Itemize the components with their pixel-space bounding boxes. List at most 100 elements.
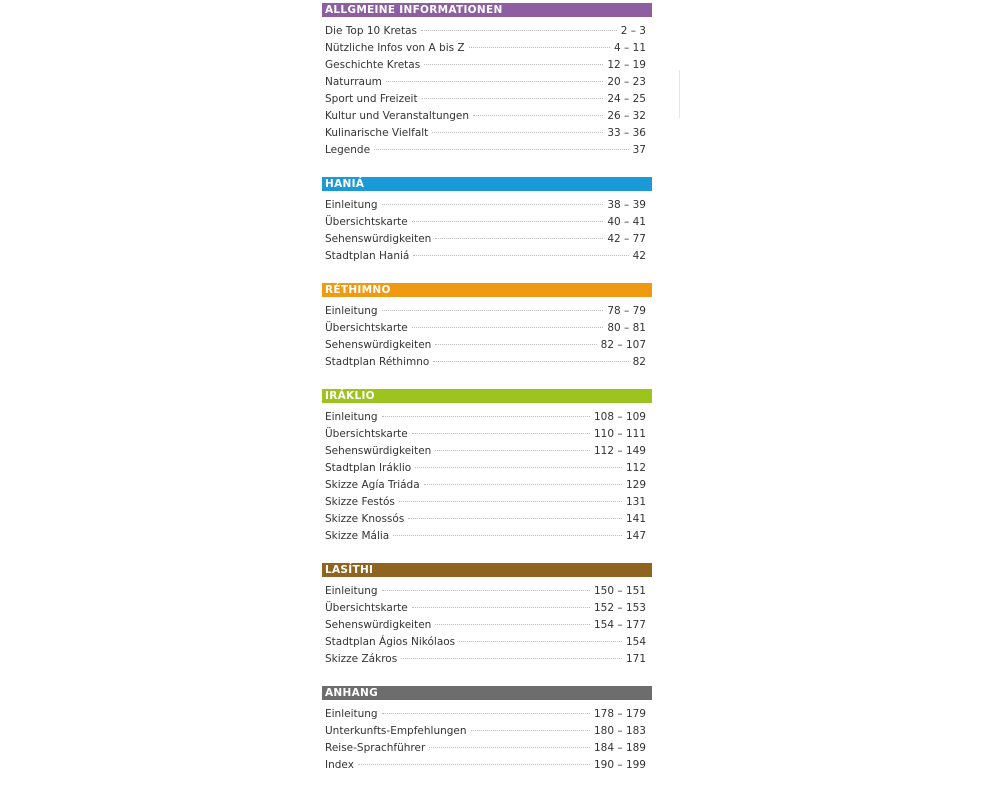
entry-pages: 80 – 81 — [607, 322, 646, 334]
entry-pages: 40 – 41 — [607, 216, 646, 228]
entry-title: Stadtplan Réthimno — [325, 356, 430, 368]
dot-leader — [398, 501, 622, 502]
toc-entry[interactable]: Stadtplan Haniá 42 — [322, 248, 652, 265]
entry-title: Sehenswürdigkeiten — [325, 339, 432, 351]
dot-leader — [429, 747, 590, 748]
toc-entry[interactable]: Skizze Zákros 171 — [322, 651, 652, 668]
section-header: ALLGMEINE INFORMATIONEN — [322, 3, 652, 17]
entry-title: Stadtplan Haniá — [325, 250, 410, 262]
entry-pages: 26 – 32 — [607, 110, 646, 122]
entry-pages: 112 – 149 — [593, 445, 646, 457]
toc-section: LASÍTHI Einleitung 150 – 151 Übersichtskart… — [322, 563, 652, 668]
dot-leader — [435, 450, 590, 451]
entry-pages: 154 — [625, 636, 646, 648]
toc-entry[interactable]: Reise-Sprachführer 184 – 189 — [322, 740, 652, 757]
dot-leader — [468, 47, 611, 48]
toc-entry[interactable]: Geschichte Kretas 12 – 19 — [322, 57, 652, 74]
entry-title: Nützliche Infos von A bis Z — [325, 42, 465, 54]
toc-section: RÉTHIMNO Einleitung 78 – 79 Übersichtskarte… — [322, 283, 652, 371]
entry-pages: 42 — [632, 250, 646, 262]
entry-title: Skizze Zákros — [325, 653, 398, 665]
entry-title: Skizze Agía Triáda — [325, 479, 420, 491]
entry-title: Geschichte Kretas — [325, 59, 421, 71]
toc-entry[interactable]: Sehenswürdigkeiten 112 – 149 — [322, 443, 652, 460]
entry-title: Einleitung — [325, 199, 378, 211]
toc-entry[interactable]: Sport und Freizeit 24 – 25 — [322, 91, 652, 108]
toc-entry[interactable]: Skizze Festós 131 — [322, 494, 652, 511]
entry-title: Übersichtskarte — [325, 428, 408, 440]
toc-entry[interactable]: Stadtplan Réthimno 82 — [322, 354, 652, 371]
toc-entry[interactable]: Unterkunfts-Empfehlungen 180 – 183 — [322, 723, 652, 740]
toc-entry[interactable]: Einleitung 78 – 79 — [322, 303, 652, 320]
toc-entry[interactable]: Nützliche Infos von A bis Z 4 – 11 — [322, 40, 652, 57]
dot-leader — [470, 730, 590, 731]
entry-title: Index — [325, 759, 354, 771]
toc-entry[interactable]: Stadtplan Ágios Nikólaos 154 — [322, 634, 652, 651]
entry-pages: 171 — [625, 653, 646, 665]
toc-entry[interactable]: Übersichtskarte 110 – 111 — [322, 426, 652, 443]
entry-pages: 37 — [632, 144, 646, 156]
dot-leader — [421, 30, 617, 31]
dot-leader — [381, 713, 590, 714]
entry-pages: 2 – 3 — [620, 25, 646, 37]
entry-pages: 150 – 151 — [593, 585, 646, 597]
entry-pages: 110 – 111 — [593, 428, 646, 440]
entry-title: Sehenswürdigkeiten — [325, 619, 432, 631]
dot-leader — [435, 624, 590, 625]
toc-entry[interactable]: Übersichtskarte 152 – 153 — [322, 600, 652, 617]
toc-entry[interactable]: Index 190 – 199 — [322, 757, 652, 774]
toc-section: ALLGMEINE INFORMATIONEN Die Top 10 Kretas… — [322, 3, 652, 159]
dot-leader — [411, 221, 604, 222]
entry-title: Übersichtskarte — [325, 322, 408, 334]
entry-title: Einleitung — [325, 305, 378, 317]
toc-entry[interactable]: Naturraum 20 – 23 — [322, 74, 652, 91]
dot-leader — [374, 149, 629, 150]
toc-entry[interactable]: Die Top 10 Kretas 2 – 3 — [322, 23, 652, 40]
entry-pages: 147 — [625, 530, 646, 542]
toc-entry[interactable]: Einleitung 108 – 109 — [322, 409, 652, 426]
toc-entry[interactable]: Einleitung 150 – 151 — [322, 583, 652, 600]
entry-title: Stadtplan Ágios Nikólaos — [325, 636, 456, 648]
entry-pages: 78 – 79 — [607, 305, 646, 317]
dot-leader — [432, 132, 604, 133]
toc-section: IRÁKLIO Einleitung 108 – 109 Übersichtskart… — [322, 389, 652, 545]
entry-pages: 82 — [632, 356, 646, 368]
section-header: HANIÁ — [322, 177, 652, 191]
toc-entry[interactable]: Einleitung 38 – 39 — [322, 197, 652, 214]
toc-entry[interactable]: Skizze Mália 147 — [322, 528, 652, 545]
entry-title: Skizze Festós — [325, 496, 395, 508]
toc-entry[interactable]: Kulinarische Vielfalt 33 – 36 — [322, 125, 652, 142]
dot-leader — [424, 64, 604, 65]
entry-title: Einleitung — [325, 411, 378, 423]
entry-pages: 108 – 109 — [593, 411, 646, 423]
entry-pages: 33 – 36 — [607, 127, 646, 139]
dot-leader — [381, 204, 604, 205]
toc-entry[interactable]: Legende 37 — [322, 142, 652, 159]
dot-leader — [357, 764, 590, 765]
dot-leader — [435, 344, 597, 345]
dot-leader — [411, 327, 604, 328]
entry-pages: 129 — [625, 479, 646, 491]
dot-leader — [435, 238, 604, 239]
entry-title: Kultur und Veranstaltungen — [325, 110, 470, 122]
dot-leader — [408, 518, 622, 519]
entry-pages: 152 – 153 — [593, 602, 646, 614]
entry-pages: 178 – 179 — [593, 708, 646, 720]
toc-entry[interactable]: Stadtplan Iráklio 112 — [322, 460, 652, 477]
toc-entry[interactable]: Übersichtskarte 80 – 81 — [322, 320, 652, 337]
toc-entry[interactable]: Einleitung 178 – 179 — [322, 706, 652, 723]
dot-leader — [415, 467, 622, 468]
toc-entry[interactable]: Übersichtskarte 40 – 41 — [322, 214, 652, 231]
toc-entry[interactable]: Sehenswürdigkeiten 154 – 177 — [322, 617, 652, 634]
toc-entry[interactable]: Sehenswürdigkeiten 82 – 107 — [322, 337, 652, 354]
table-of-contents: ALLGMEINE INFORMATIONEN Die Top 10 Kretas… — [322, 3, 652, 792]
toc-entry[interactable]: Sehenswürdigkeiten 42 – 77 — [322, 231, 652, 248]
section-header: IRÁKLIO — [322, 389, 652, 403]
toc-entry[interactable]: Skizze Agía Triáda 129 — [322, 477, 652, 494]
toc-section: ANHANG Einleitung 178 – 179 Unterkunfts-Emp… — [322, 686, 652, 774]
entry-pages: 4 – 11 — [614, 42, 646, 54]
entry-title: Übersichtskarte — [325, 216, 408, 228]
entry-pages: 20 – 23 — [607, 76, 646, 88]
toc-entry[interactable]: Skizze Knossós 141 — [322, 511, 652, 528]
toc-entry[interactable]: Kultur und Veranstaltungen 26 – 32 — [322, 108, 652, 125]
